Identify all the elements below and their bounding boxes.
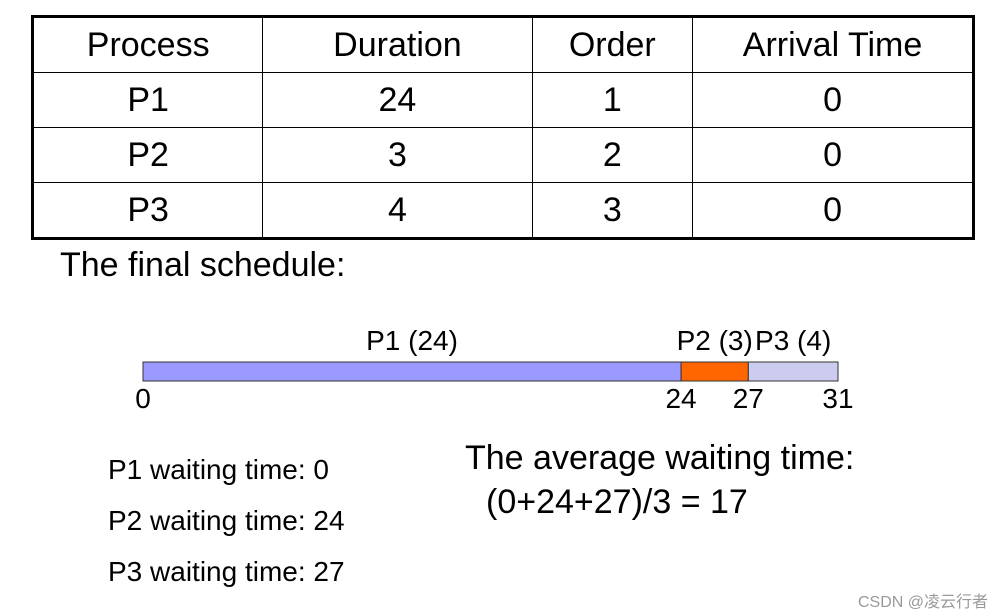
average-title: The average waiting time: [465, 439, 855, 477]
table-cell: 3 [262, 127, 533, 183]
table-cell: P1 [31, 72, 264, 128]
table-cell: 1 [531, 72, 694, 128]
segment-label: P2 (3) [677, 325, 753, 356]
table-cell: 3 [531, 182, 694, 239]
segment-label: P1 (24) [366, 325, 458, 356]
table-cell: 0 [692, 127, 974, 183]
time-label: 24 [665, 383, 696, 414]
table-cell: 0 [692, 182, 974, 239]
table-row: P2 3 2 0 [31, 127, 974, 183]
process-table: Process Duration Order Arrival Time P1 24 1 0 P2… [31, 15, 975, 240]
table-cell: Arrival Time [692, 16, 974, 73]
watermark: CSDN @凌云行者 [857, 594, 988, 611]
table-row: Process Duration Order Arrival Time [31, 16, 974, 73]
table-cell: 2 [531, 127, 694, 183]
table-cell: P2 [31, 127, 264, 183]
waiting-line: P1 waiting time: 0 [108, 454, 329, 485]
schedule-title: The final schedule: [60, 246, 346, 284]
table-cell: Process [31, 16, 264, 73]
average-formula: (0+24+27)/3 = 17 [486, 483, 748, 521]
waiting-line: P3 waiting time: 27 [108, 556, 345, 587]
table-row: P3 4 3 0 [31, 182, 974, 239]
table-cell: P3 [31, 182, 264, 239]
table-cell: 4 [262, 182, 533, 239]
gantt-segment [680, 361, 749, 382]
table-cell: Duration [262, 16, 533, 73]
time-label: 31 [822, 383, 853, 414]
segment-label: P3 (4) [755, 325, 831, 356]
waiting-line: P2 waiting time: 24 [108, 505, 345, 536]
gantt-segment [142, 361, 682, 382]
table-cell: Order [531, 16, 694, 73]
gantt-segment [747, 361, 839, 382]
time-label: 0 [135, 383, 151, 414]
time-label: 27 [733, 383, 764, 414]
table-body: Process Duration Order Arrival Time P1 24 1 0 P2… [31, 16, 974, 239]
